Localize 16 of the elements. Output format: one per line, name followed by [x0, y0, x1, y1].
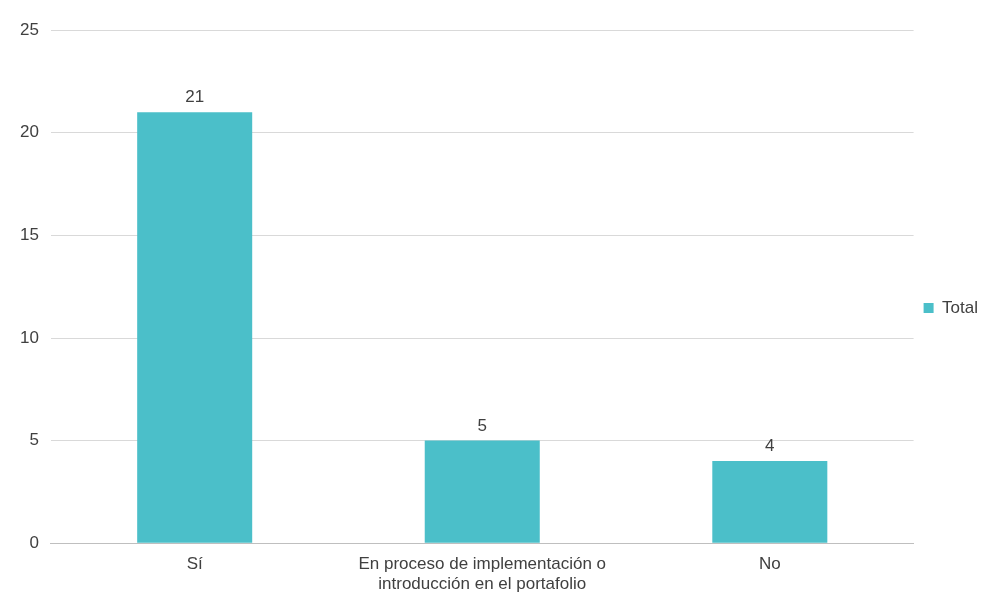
y-tick-label: 10: [19, 327, 39, 347]
y-tick-label: 25: [19, 19, 39, 39]
y-tick-label: 20: [19, 122, 39, 142]
y-tick-label: 15: [19, 225, 39, 245]
bar: [424, 440, 540, 543]
y-tick-label: 5: [29, 430, 39, 450]
bar: [712, 461, 828, 543]
data-label: 21: [185, 87, 205, 107]
y-tick-label: 0: [29, 532, 39, 552]
legend-label: Total: [942, 297, 979, 317]
data-label: 5: [477, 415, 487, 435]
data-label: 4: [765, 436, 775, 456]
x-tick-label: En proceso de implementación o introducción en el portafolio: [358, 554, 607, 594]
x-tick-label: Sí: [186, 554, 203, 574]
bar: [137, 112, 253, 543]
x-tick-label: No: [758, 554, 781, 574]
